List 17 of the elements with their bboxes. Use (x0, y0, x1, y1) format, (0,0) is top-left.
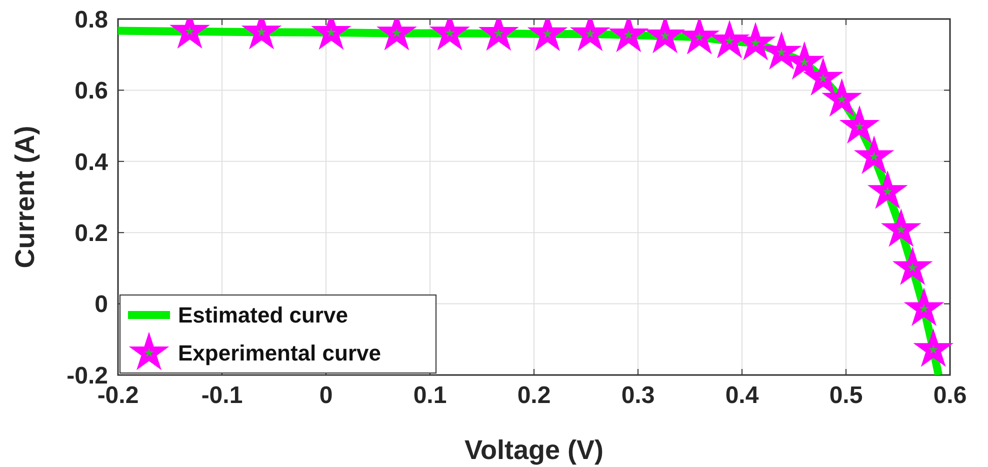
x-tick-label: 0 (319, 382, 333, 409)
x-tick-label: 0.4 (725, 382, 760, 409)
legend-label: Experimental curve (178, 340, 381, 366)
y-tick-label: 0.2 (74, 220, 108, 247)
x-tick-label: 0.5 (829, 382, 863, 409)
x-tick-label: 0.2 (517, 382, 551, 409)
x-tick-label: -0.1 (201, 382, 243, 409)
y-tick-label: 0.6 (74, 78, 108, 105)
y-tick-label: 0 (94, 291, 108, 318)
x-axis-title: Voltage (V) (464, 435, 604, 465)
y-axis-title: Current (A) (10, 126, 40, 268)
y-tick-label: 0.4 (74, 148, 109, 176)
y-tick-label: 0.8 (74, 6, 108, 34)
x-tick-label: 0.6 (933, 382, 967, 409)
x-tick-label: 0.1 (413, 382, 447, 409)
x-tick-label: 0.3 (621, 382, 655, 409)
legend-label: Estimated curve (178, 302, 348, 328)
